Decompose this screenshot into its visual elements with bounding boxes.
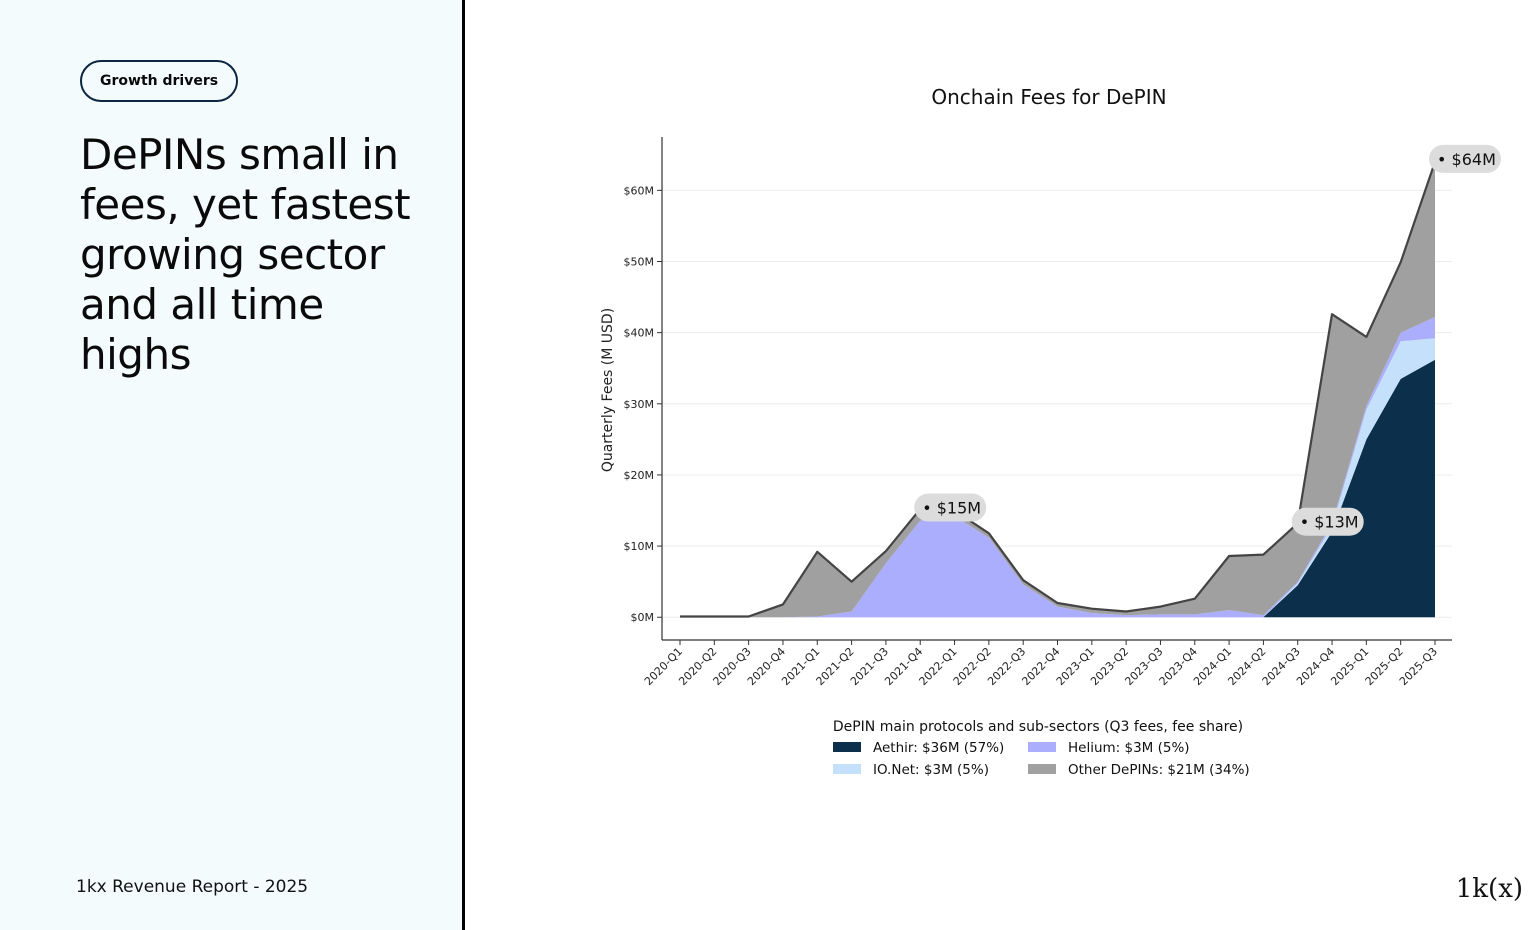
callout-bubble [914, 493, 987, 522]
y-tick-label: $40M [624, 327, 655, 340]
brand-logo-text: 1k(x) [1455, 874, 1523, 904]
brand-logo: 1k(x) [1456, 874, 1523, 904]
callout-bubble [1291, 507, 1364, 536]
legend-label: Helium: $3M (5%) [1068, 740, 1190, 756]
callout-label: • $13M [1300, 513, 1359, 532]
legend-label: IO.Net: $3M (5%) [873, 762, 989, 778]
y-tick-label: $50M [624, 256, 655, 269]
callout-bubble [1429, 144, 1501, 173]
legend-swatch [833, 742, 861, 752]
panel-divider [462, 0, 465, 930]
y-tick-label: $60M [624, 184, 655, 197]
legend-label: Other DePINs: $21M (34%) [1068, 762, 1250, 778]
chart-areas [680, 161, 1437, 618]
legend-label: Aethir: $36M (57%) [873, 740, 1004, 756]
callout-label: • $64M [1437, 150, 1496, 169]
y-tick-label: $30M [624, 398, 655, 411]
chart-title: Onchain Fees for DePIN [931, 85, 1166, 109]
total-line [680, 161, 1437, 618]
left-panel [0, 0, 463, 930]
page-title: DePINs small in fees, yet fastest growin… [80, 130, 411, 379]
fees-area-chart: Onchain Fees for DePIN $0M $10M $20M $30M $4… [600, 85, 1501, 778]
y-tick-label: $0M [631, 611, 655, 624]
chart-callouts: • $15M • $13M • $64M [914, 144, 1501, 536]
legend-title: DePIN main protocols and sub-sectors (Q3… [833, 719, 1243, 735]
area-aethir [680, 359, 1435, 618]
legend-swatch [833, 764, 861, 774]
y-tick-label: $10M [624, 540, 655, 553]
report-footer: 1kx Revenue Report - 2025 [76, 877, 309, 897]
x-tick-label: 2025-Q3 [1397, 645, 1440, 688]
legend-swatch [1028, 764, 1056, 774]
chart-legend: DePIN main protocols and sub-sectors (Q3… [833, 719, 1250, 778]
y-axis-label: Quarterly Fees (M USD) [600, 308, 616, 472]
callout-label: • $15M [922, 499, 981, 518]
chart-grid [662, 189, 1452, 618]
legend-swatch [1028, 742, 1056, 752]
y-tick-label: $20M [624, 469, 655, 482]
section-badge: Growth drivers [80, 60, 239, 102]
